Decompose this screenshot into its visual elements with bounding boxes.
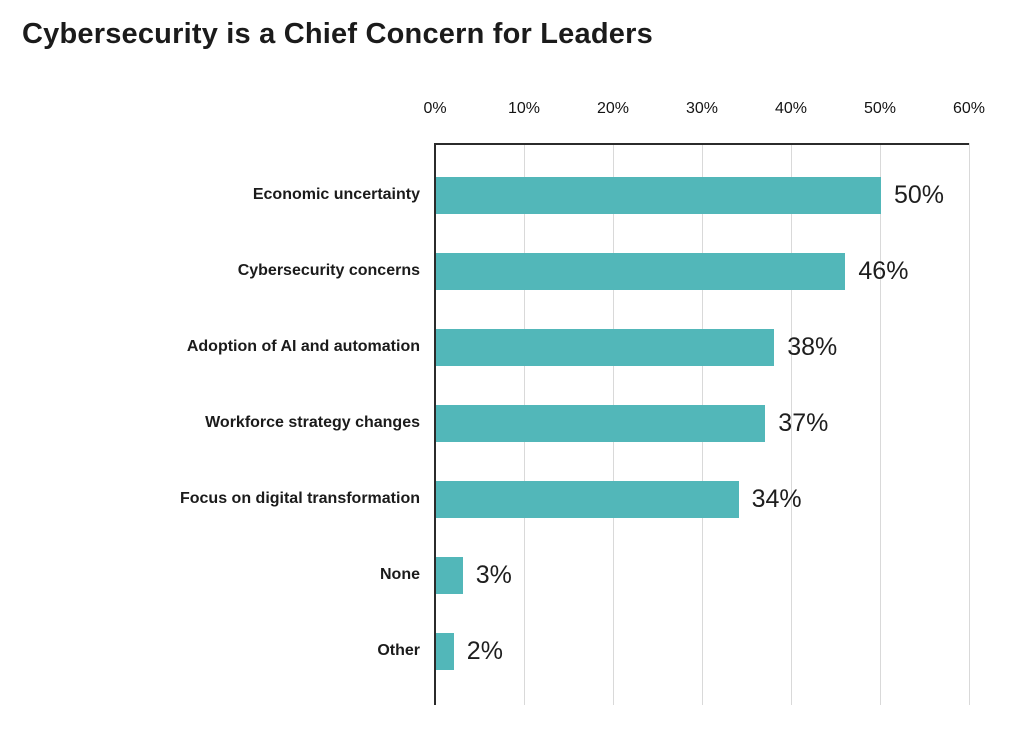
x-tick-label: 10% (507, 100, 541, 117)
x-tick-label: 40% (774, 100, 808, 117)
bar (436, 632, 454, 670)
x-tick-label: 50% (863, 100, 897, 117)
category-label: None (380, 566, 420, 583)
value-label: 34% (751, 484, 802, 513)
bar (436, 252, 846, 290)
x-tick-label: 60% (952, 100, 986, 117)
x-tick-label: 30% (685, 100, 719, 117)
category-labels: Economic uncertainty Cybersecurity concer… (0, 157, 420, 689)
value-label: 37% (778, 408, 829, 437)
gridline (791, 143, 792, 705)
bar-row: 38% (436, 309, 969, 385)
bar-row: 50% (436, 157, 969, 233)
category-label: Economic uncertainty (252, 186, 420, 203)
bar-row: 37% (436, 385, 969, 461)
x-tick-label: 0% (423, 100, 447, 117)
chart-title: Cybersecurity is a Chief Concern for Lea… (22, 18, 653, 50)
category-label: Focus on digital transformation (179, 490, 420, 507)
category-label: Adoption of AI and automation (186, 338, 420, 355)
value-label: 50% (894, 180, 945, 209)
category-label: Cybersecurity concerns (237, 262, 420, 279)
left-axis-line (434, 143, 436, 705)
bar (436, 176, 881, 214)
bar (436, 556, 463, 594)
category-label: Other (377, 642, 420, 659)
bar-row: 46% (436, 233, 969, 309)
top-axis-line (434, 143, 969, 145)
bar-row: 2% (436, 613, 969, 689)
x-tick-label: 20% (596, 100, 630, 117)
value-label: 46% (858, 256, 909, 285)
bar (436, 404, 766, 442)
bar (436, 480, 739, 518)
bar-row: 34% (436, 461, 969, 537)
value-label: 3% (475, 560, 512, 589)
category-label: Workforce strategy changes (205, 414, 420, 431)
bar-rows: 50% 46% 38% 37% 34% 3% 2% (436, 157, 969, 689)
x-axis-tick-labels: 0% 10% 20% 30% 40% 50% 60% (423, 100, 985, 122)
plot-area: 50% 46% 38% 37% 34% 3% 2% (434, 143, 970, 705)
gridline (969, 143, 970, 705)
bar (436, 328, 775, 366)
value-label: 38% (787, 332, 838, 361)
gridline (880, 143, 881, 705)
value-label: 2% (466, 636, 503, 665)
bar-row: 3% (436, 537, 969, 613)
